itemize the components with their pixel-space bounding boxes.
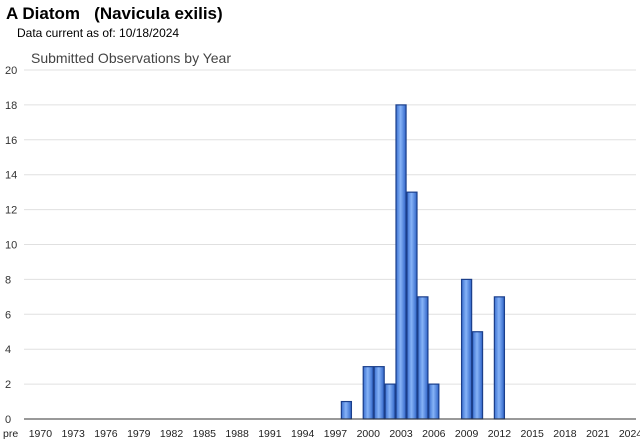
x-tick-label: 2018 — [553, 428, 577, 440]
bar-2010 — [471, 331, 484, 420]
bar-2000 — [362, 366, 374, 420]
x-tick-label: 2024 — [619, 428, 640, 440]
x-tick-label: 2003 — [389, 428, 413, 440]
x-tick-label: 1985 — [193, 428, 217, 440]
x-tick-label: 2009 — [455, 428, 479, 440]
y-tick-label: 14 — [5, 170, 17, 182]
x-tick-label: 1979 — [127, 428, 151, 440]
x-tick-label: 1982 — [160, 428, 184, 440]
y-tick-label: 6 — [5, 309, 11, 321]
bar-2003 — [395, 104, 407, 420]
y-tick-label: 20 — [5, 65, 17, 77]
x-tick-label: 2021 — [586, 428, 610, 440]
x-tick-label: 2006 — [422, 428, 446, 440]
x-tick-label: 1991 — [258, 428, 282, 440]
x-tick-label: 1997 — [324, 428, 348, 440]
y-tick-label: 4 — [5, 344, 11, 356]
x-tick-label: 2000 — [357, 428, 381, 440]
x-tick-label: 2015 — [520, 428, 544, 440]
bar-2006 — [428, 383, 440, 420]
x-tick-layer: pre 1970 1973 1976 1979 1982 1985 1988 1991 1994 1… — [3, 428, 640, 440]
bar-2012 — [493, 296, 506, 420]
data-current-label: Data current as of: 10/18/2024 — [17, 26, 180, 40]
y-tick-label: 10 — [5, 240, 17, 252]
x-tick-label: 2012 — [488, 428, 512, 440]
y-tick-label: 8 — [5, 274, 11, 286]
x-tick-label: 1988 — [225, 428, 249, 440]
y-tick-label: 0 — [5, 414, 11, 426]
page-title: A Diatom (Navicula exilis) — [6, 4, 223, 23]
bar-2005 — [417, 296, 429, 420]
bar-2001 — [373, 366, 385, 420]
bar-1998 — [340, 400, 353, 420]
y-tick-label: 2 — [5, 379, 11, 391]
bar-2002 — [384, 383, 396, 420]
x-tick-label: 1976 — [94, 428, 118, 440]
x-tick-label: 1994 — [291, 428, 315, 440]
x-tick-label: 1973 — [61, 428, 85, 440]
bar-layer — [340, 104, 506, 420]
y-tick-label: 18 — [5, 100, 17, 112]
bar-2009 — [460, 278, 473, 420]
grid-layer: 0 2 4 6 8 10 12 14 16 18 20 — [5, 65, 636, 426]
x-tick-label: 1970 — [29, 428, 53, 440]
x-tick-label: pre — [3, 428, 18, 440]
chart-title: Submitted Observations by Year — [31, 50, 231, 66]
bar-2004 — [406, 191, 418, 420]
y-tick-label: 12 — [5, 205, 17, 217]
y-tick-label: 16 — [5, 135, 17, 147]
